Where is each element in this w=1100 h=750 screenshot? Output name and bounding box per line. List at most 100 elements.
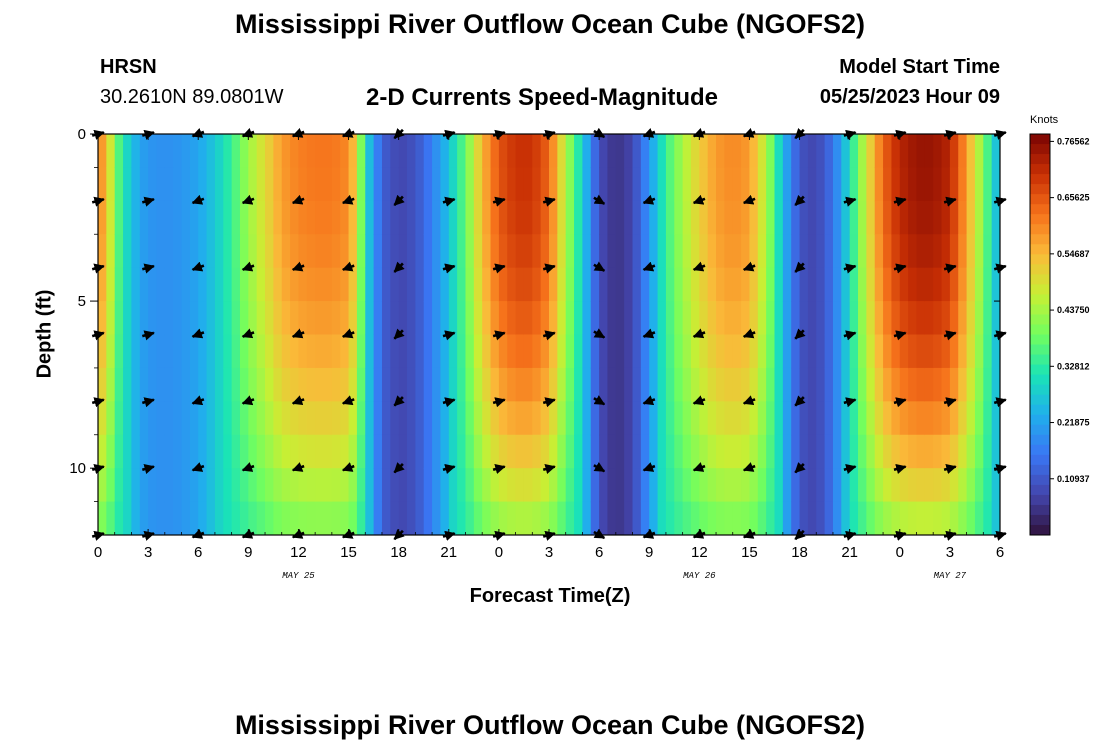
heatmap-cell xyxy=(791,301,801,336)
heatmap-cell xyxy=(198,501,208,535)
heatmap-cell xyxy=(866,334,876,369)
heatmap-cell xyxy=(206,434,216,469)
heatmap-cell xyxy=(181,501,191,535)
heatmap-cell xyxy=(924,401,934,436)
heatmap-cell xyxy=(498,434,508,469)
heatmap-cell xyxy=(657,367,667,402)
heatmap-cell xyxy=(866,401,876,436)
heatmap-cell xyxy=(381,401,391,436)
heatmap-cell xyxy=(849,434,859,469)
heatmap-cell xyxy=(707,334,717,369)
heatmap-cell xyxy=(490,167,500,202)
heatmap-cell xyxy=(816,434,826,469)
heatmap-cell xyxy=(958,367,968,402)
heatmap-cell xyxy=(549,501,558,535)
heatmap-cell xyxy=(523,134,533,169)
heatmap-cell xyxy=(256,367,266,402)
heatmap-cell xyxy=(724,234,734,269)
heatmap-cell xyxy=(974,367,984,402)
current-arrow xyxy=(742,462,756,472)
heatmap-cell xyxy=(106,434,116,469)
heatmap-cell xyxy=(290,234,300,269)
heatmap-cell xyxy=(674,167,684,202)
heatmap-cell xyxy=(432,468,442,503)
current-arrow xyxy=(843,263,857,274)
heatmap-cell xyxy=(106,468,116,503)
heatmap-cell xyxy=(582,167,592,202)
heatmap-cell xyxy=(423,167,433,202)
heatmap-cell xyxy=(690,468,700,503)
heatmap-cell xyxy=(407,367,416,402)
heatmap-cell xyxy=(883,434,893,469)
heatmap-cell xyxy=(515,501,525,535)
heatmap-cell xyxy=(590,334,600,369)
heatmap-cell xyxy=(515,401,525,436)
heatmap-cell xyxy=(874,267,884,302)
heatmap-cell xyxy=(473,301,483,336)
heatmap-cell xyxy=(574,334,584,369)
heatmap-cell xyxy=(381,367,391,402)
current-arrow xyxy=(692,395,706,406)
heatmap-cell xyxy=(716,434,725,469)
heatmap-cell xyxy=(908,334,918,369)
heatmap-cell xyxy=(181,334,191,369)
heatmap-cell xyxy=(582,234,592,269)
heatmap-cell xyxy=(164,167,174,202)
heatmap-cell xyxy=(707,134,717,169)
heatmap-cell xyxy=(774,234,784,269)
heatmap-cell xyxy=(498,501,508,535)
heatmap-cell xyxy=(707,301,717,336)
heatmap-cell xyxy=(473,334,483,369)
heatmap-cell xyxy=(983,134,993,169)
heatmap-cell xyxy=(649,334,659,369)
heatmap-cell xyxy=(983,434,993,469)
heatmap-cell xyxy=(390,134,400,169)
heatmap-cell xyxy=(390,401,400,436)
heatmap-cell xyxy=(490,200,500,235)
heatmap-cell xyxy=(640,134,650,169)
heatmap-cell xyxy=(891,301,901,336)
heatmap-cell xyxy=(874,167,884,202)
heatmap-cell xyxy=(298,200,308,235)
heatmap-cell xyxy=(891,468,901,503)
heatmap-cell xyxy=(716,401,725,436)
heatmap-cell xyxy=(465,501,475,535)
heatmap-cell xyxy=(482,167,492,202)
heatmap-cell xyxy=(348,234,358,269)
heatmap-cell xyxy=(106,134,116,169)
heatmap-cell xyxy=(98,334,107,369)
heatmap-cell xyxy=(966,434,976,469)
heatmap-cell xyxy=(407,301,416,336)
heatmap-cell xyxy=(515,468,525,503)
heatmap-cell xyxy=(206,367,216,402)
heatmap-cell xyxy=(423,301,433,336)
colorbar-segment xyxy=(1030,254,1050,265)
heatmap-cell xyxy=(774,434,784,469)
current-arrow xyxy=(943,196,957,207)
heatmap-cell xyxy=(674,501,684,535)
heatmap-cell xyxy=(732,334,742,369)
heatmap-cell xyxy=(164,267,174,302)
heatmap-cell xyxy=(381,334,391,369)
current-arrow xyxy=(191,261,205,272)
heatmap-cell xyxy=(373,501,383,535)
heatmap-cell xyxy=(281,267,291,302)
heatmap-cell xyxy=(265,167,274,202)
heatmap-cell xyxy=(582,367,592,402)
heatmap-cell xyxy=(181,234,191,269)
heatmap-cell xyxy=(991,267,1000,302)
colorbar-segment xyxy=(1030,304,1050,315)
heatmap-cell xyxy=(432,200,442,235)
heatmap-cell xyxy=(340,134,350,169)
heatmap-cell xyxy=(306,200,316,235)
heatmap-cell xyxy=(824,434,834,469)
heatmap-cell xyxy=(373,267,383,302)
heatmap-cell xyxy=(457,167,467,202)
heatmap-cell xyxy=(649,167,659,202)
heatmap-cell xyxy=(891,367,901,402)
heatmap-cell xyxy=(139,234,149,269)
heatmap-cell xyxy=(273,234,283,269)
heatmap-cell xyxy=(265,234,274,269)
heatmap-cell xyxy=(98,434,107,469)
heatmap-cell xyxy=(933,134,943,169)
